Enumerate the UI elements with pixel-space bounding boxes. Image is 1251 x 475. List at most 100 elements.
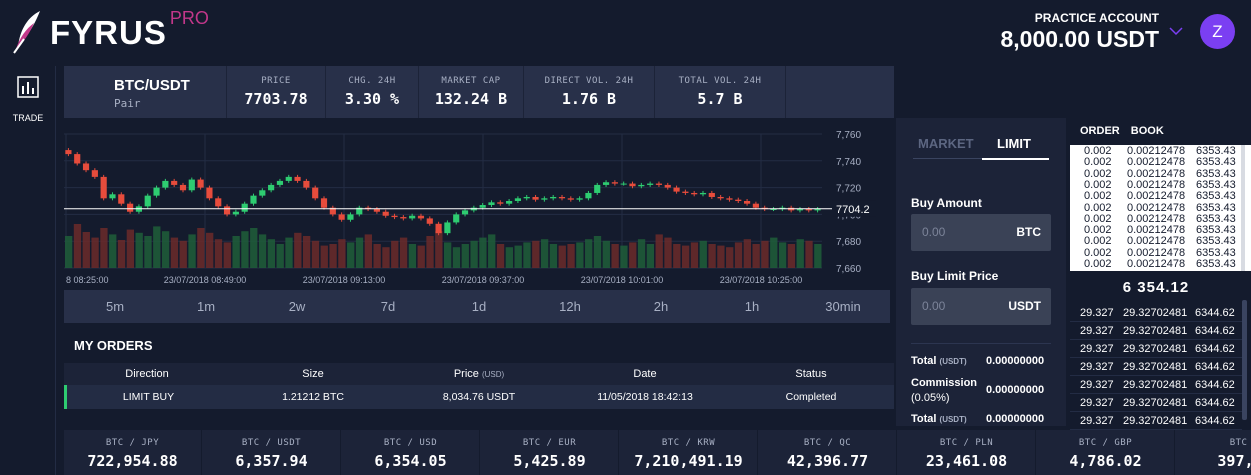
account-balance[interactable]: 8,000.00 USDT [1000, 26, 1159, 52]
market-ticker-item[interactable]: BTC / USD 6,354.05 [342, 430, 480, 475]
ask-price: 6353.43 [1196, 246, 1236, 259]
market-ticker-item[interactable]: BTC / USDT 6,357.94 [203, 430, 341, 475]
volume-bar [382, 247, 390, 268]
candle-body [479, 205, 486, 208]
section-title: MY ORDERS [74, 338, 153, 353]
candle-body [664, 184, 671, 188]
volume-bar [488, 234, 496, 268]
bid-price: 6344.62 [1195, 325, 1235, 337]
bid-row[interactable]: 29.327 29.32702481 6344.62 [1070, 376, 1242, 394]
market-ticker-item[interactable]: BTC / 397,56 [1176, 430, 1251, 475]
volume-bar [549, 244, 558, 268]
timeframe-30min[interactable]: 30min [825, 299, 861, 314]
logo[interactable]: FYRUS PRO [10, 8, 209, 56]
order-book-asks[interactable]: 0.002 0.00212478 6353.43 0.002 0.00212478 635… [1070, 145, 1251, 271]
column-header-price[interactable]: Price (USD) [396, 363, 562, 386]
timeframe-1d[interactable]: 1d [471, 299, 487, 314]
avatar[interactable]: Z [1200, 14, 1235, 49]
limit-price-input[interactable]: 0.00 USDT [911, 288, 1051, 325]
x-tick-label: 23/07/2018 09:37:00 [442, 275, 525, 285]
candle-body [691, 192, 698, 195]
volume-bar [770, 237, 778, 268]
market-ticker-item[interactable]: BTC / EUR 5,425.89 [481, 430, 619, 475]
volume-bar [814, 244, 822, 268]
ask-price: 6353.43 [1196, 190, 1236, 203]
volume-bar [602, 240, 610, 268]
timeframe-1m[interactable]: 1m [196, 299, 216, 314]
bid-row[interactable]: 29.327 29.32702481 6344.62 [1070, 394, 1242, 412]
candle-body [268, 184, 275, 191]
volume-bar [391, 240, 399, 268]
scrollbar[interactable] [1242, 300, 1247, 420]
ask-amount: 0.002 [1084, 258, 1112, 270]
volume-bar [514, 245, 522, 268]
stat-market-cap: MARKET CAP 132.24 B [419, 66, 523, 118]
column-header-direction[interactable]: Direction [125, 368, 169, 380]
stat-price: PRICE 7703.78 [227, 66, 325, 118]
ask-total: 0.00212478 [1127, 258, 1186, 270]
timeframe-2w[interactable]: 2w [288, 299, 306, 314]
timeframe-12h[interactable]: 12h [559, 299, 581, 314]
bid-price: 6344.62 [1195, 343, 1235, 355]
order-book-bids[interactable]: 29.327 29.32702481 6344.62 29.327 29.3270248… [1070, 304, 1242, 430]
ask-row[interactable]: 0.002 0.00212478 6353.43 [1070, 225, 1242, 236]
my-orders-panel: MY ORDERS Direction Size Price (USD) Dat… [64, 330, 894, 426]
ask-row[interactable]: 0.002 0.00212478 6353.43 [1070, 202, 1242, 214]
volume-bar [206, 232, 214, 268]
tab-limit[interactable]: LIMIT [997, 136, 1031, 151]
ask-row[interactable]: 0.002 0.00212478 6353.43 [1070, 178, 1242, 191]
ask-row[interactable]: 0.002 0.00212478 6353.43 [1070, 236, 1242, 247]
ask-row[interactable]: 0.002 0.00212478 6353.43 [1070, 246, 1242, 259]
volume-bar [135, 232, 143, 268]
bid-row[interactable]: 29.327 29.32702481 6344.62 [1070, 322, 1242, 340]
candle-body [215, 198, 222, 207]
bid-row[interactable]: 29.327 29.32702481 6344.62 [1070, 358, 1242, 376]
chevron-down-icon[interactable] [1168, 24, 1184, 38]
candle-body [796, 209, 804, 211]
ask-row[interactable]: 0.002 0.00212478 6353.43 [1070, 146, 1242, 157]
bid-row[interactable]: 29.327 29.32702481 6344.62 [1070, 304, 1242, 322]
ask-row[interactable]: 0.002 0.00212478 6353.43 [1070, 191, 1242, 202]
candle-body [629, 183, 636, 187]
candle-body [294, 176, 301, 181]
market-ticker-item[interactable]: BTC / PLN 23,461.08 [898, 430, 1036, 475]
candle-body [417, 215, 425, 219]
pair-name[interactable]: BTC/USDT [114, 77, 190, 94]
ask-total: 0.00212478 [1127, 145, 1186, 157]
market-ticker-item[interactable]: BTC / QC 42,396.77 [759, 430, 897, 475]
market-ticker-item[interactable]: BTC / JPY 722,954.88 [64, 430, 202, 475]
buy-amount-input[interactable]: 0.00 BTC [911, 214, 1051, 251]
candle-body [109, 194, 116, 199]
ask-row[interactable]: 0.002 0.00212478 6353.43 [1070, 157, 1242, 168]
ask-row[interactable]: 0.002 0.00212478 6353.43 [1070, 259, 1242, 270]
ask-row[interactable]: 0.002 0.00212478 6353.43 [1070, 168, 1242, 180]
bid-row[interactable]: 29.327 29.32702481 6344.62 [1070, 340, 1242, 358]
ticker-value: 722,954.88 [87, 452, 178, 470]
table-row[interactable]: LIMIT BUY 1.21212 BTC 8,034.76 USDT 11/0… [64, 385, 894, 409]
timeframe-2h[interactable]: 2h [653, 299, 669, 314]
sidebar-item-trade[interactable]: TRADE [0, 76, 56, 123]
column-header-size[interactable]: Size [302, 368, 324, 380]
timeframe-7d[interactable]: 7d [380, 299, 396, 314]
market-ticker-item[interactable]: BTC / GBP 4,786.02 [1037, 430, 1175, 475]
volume-bar [294, 232, 302, 268]
bid-row[interactable]: 29.327 29.32702481 6344.62 [1070, 412, 1242, 430]
ask-amount: 0.002 [1084, 178, 1112, 191]
scrollbar[interactable] [1241, 145, 1245, 271]
candle-body [259, 190, 266, 196]
column-header-status[interactable]: Status [795, 368, 827, 380]
order-book: ORDER BOOK 0.002 0.00212478 6353.43 0.002 0.… [1070, 118, 1251, 430]
candle-body [118, 194, 125, 204]
column-header-date[interactable]: Date [633, 368, 657, 380]
ask-row[interactable]: 0.002 0.00212478 6353.43 [1070, 213, 1242, 225]
candle-body [497, 202, 504, 204]
timeframe-1h[interactable]: 1h [744, 299, 760, 314]
candle-body [179, 184, 187, 191]
tab-market[interactable]: MARKET [918, 136, 974, 151]
timeframe-5m[interactable]: 5m [105, 299, 125, 314]
volume-bar [65, 236, 73, 268]
ticker-value: 6,354.05 [374, 452, 447, 470]
market-ticker-item[interactable]: BTC / KRW 7,210,491.19 [620, 430, 758, 475]
